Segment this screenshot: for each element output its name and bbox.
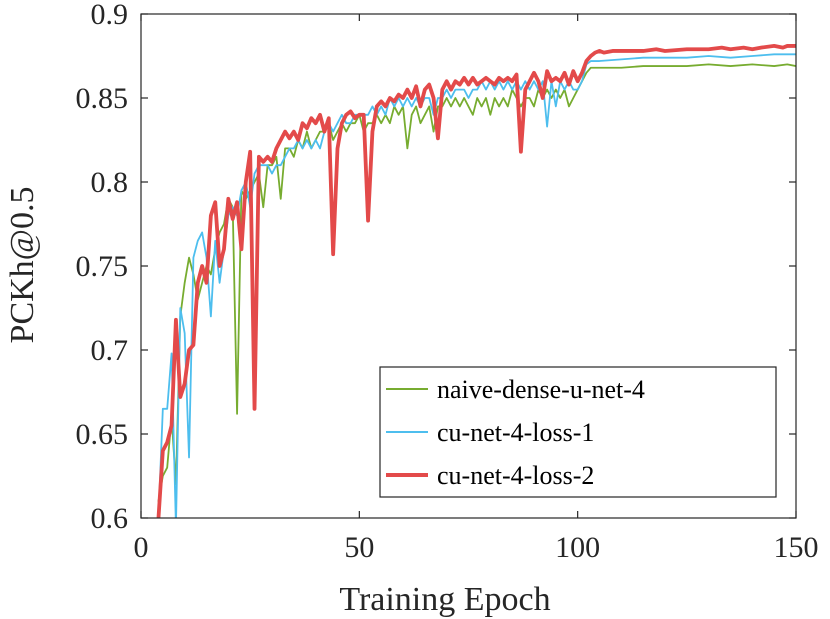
y-tick-label: 0.75 [76, 250, 129, 283]
y-tick-label: 0.8 [91, 166, 129, 199]
x-tick-label: 100 [555, 531, 600, 564]
legend: naive-dense-u-net-4 cu-net-4-loss-1 cu-n… [379, 366, 777, 498]
series-line-naive-dense-u-net-4 [157, 63, 796, 503]
y-tick-label: 0.85 [76, 82, 129, 115]
x-tick-label: 50 [344, 531, 374, 564]
y-tick-label: 0.65 [76, 418, 129, 451]
plot-lines [156, 44, 796, 518]
x-tick-label: 0 [134, 531, 149, 564]
legend-label-cu-net-4-loss-1: cu-net-4-loss-1 [437, 418, 594, 447]
y-ticks: 0.6 0.65 0.7 0.75 0.8 0.85 0.9 [76, 0, 796, 535]
x-ticks: 0 50 100 150 [134, 14, 819, 564]
series-line-cu-net-4-loss-2 [156, 44, 796, 518]
x-axis-label: Training Epoch [339, 581, 550, 618]
y-tick-label: 0.9 [91, 0, 129, 31]
y-tick-label: 0.7 [91, 334, 129, 367]
y-tick-label: 0.6 [91, 502, 129, 535]
x-tick-label: 150 [774, 531, 819, 564]
legend-box [379, 366, 777, 498]
y-axis-label: PCKh@0.5 [4, 187, 41, 344]
legend-label-naive-dense-u-net-4: naive-dense-u-net-4 [437, 375, 645, 404]
legend-label-cu-net-4-loss-2: cu-net-4-loss-2 [437, 461, 594, 490]
